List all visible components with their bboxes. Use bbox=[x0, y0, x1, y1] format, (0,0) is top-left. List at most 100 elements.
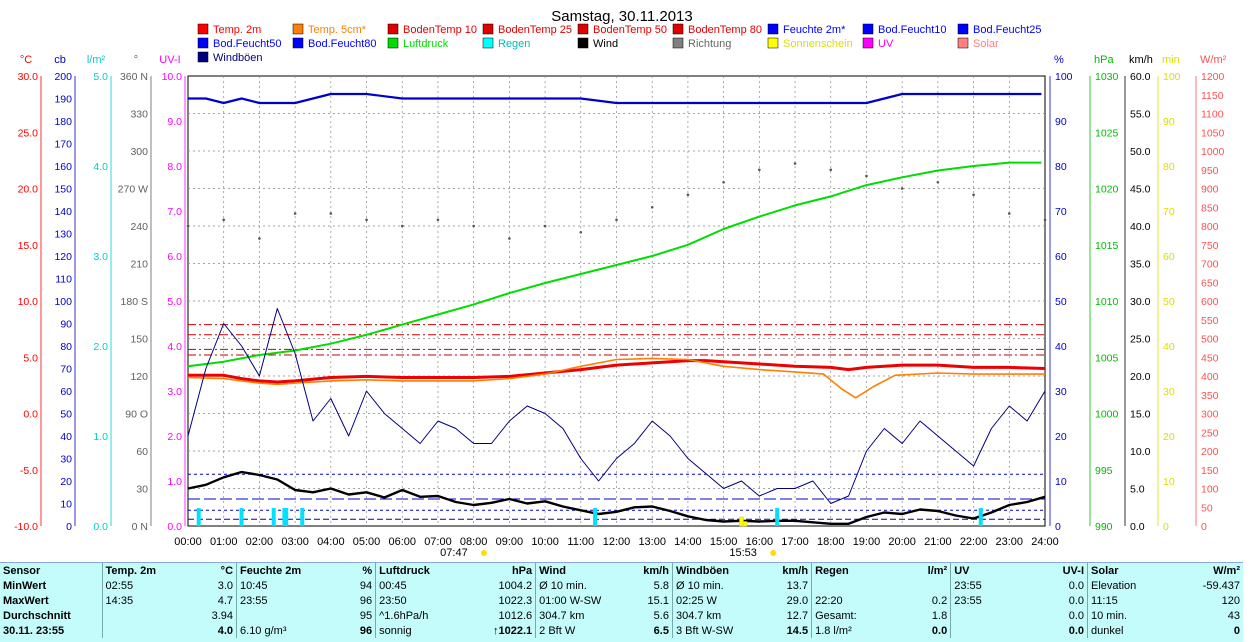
series-richtung-point bbox=[436, 218, 440, 222]
legend-label: BodenTemp 80 bbox=[688, 24, 762, 36]
sunrise-icon bbox=[480, 550, 487, 556]
summary-cell: 12.7 bbox=[786, 609, 809, 622]
series-richtung-point bbox=[1007, 212, 1011, 215]
summary-cell: 5.8 bbox=[653, 579, 669, 592]
axis-tick: 150 bbox=[54, 184, 72, 196]
axis-tick: 990 bbox=[1095, 521, 1113, 533]
legend-swatch bbox=[577, 23, 589, 35]
axis-tick: 90 O bbox=[125, 409, 148, 421]
series-regen-bar bbox=[284, 508, 289, 526]
legend-label: Bod.Feucht10 bbox=[878, 24, 947, 36]
axis-tick: 1005 bbox=[1095, 352, 1119, 364]
axis-tick: 70 bbox=[60, 364, 72, 376]
axis-tick: 350 bbox=[1201, 390, 1219, 402]
axis-tick: 270 W bbox=[118, 184, 148, 196]
axis-tick: 10.0 bbox=[1130, 446, 1151, 458]
axis-tick: 80 bbox=[1163, 161, 1175, 173]
summary-cell: 95 bbox=[359, 609, 373, 622]
axis-tick: 1000 bbox=[1095, 409, 1119, 421]
summary-cell bbox=[897, 578, 950, 593]
summary-row-label: MinWert bbox=[3, 579, 47, 592]
axis-unit: UV-I bbox=[159, 54, 180, 66]
axis-tick: 2.0 bbox=[167, 431, 182, 443]
summary-cell: 304.7 km bbox=[671, 608, 759, 623]
series-richtung-point bbox=[543, 224, 547, 228]
legend-label: BodenTemp 10 bbox=[403, 24, 477, 36]
axis-tick: 50.0 bbox=[1130, 146, 1151, 158]
axis-tick: 700 bbox=[1201, 259, 1219, 271]
axis-tick: 0 bbox=[1163, 521, 1169, 533]
summary-cell: 02:25 W bbox=[671, 593, 759, 608]
axis-tick: 20.0 bbox=[1130, 371, 1151, 383]
axis-tick: 0 bbox=[66, 521, 72, 533]
summary-cell: 23:55 bbox=[950, 578, 1018, 593]
axis-tick: 60 bbox=[60, 386, 72, 398]
hdr-druck-unit: hPa bbox=[511, 564, 533, 577]
hdr-druck: Luftdruck bbox=[375, 563, 460, 578]
axis-tick: 1020 bbox=[1095, 184, 1119, 196]
x-tick-label: 02:00 bbox=[246, 536, 274, 548]
axis-tick: 850 bbox=[1201, 202, 1219, 214]
axis-tick: 1025 bbox=[1095, 127, 1119, 139]
legend-swatch bbox=[957, 37, 969, 49]
legend-swatch bbox=[577, 37, 589, 49]
summary-cell: 1.8 l/m² bbox=[811, 623, 898, 638]
axis-tick: 15.0 bbox=[18, 240, 39, 252]
summary-row: 30.11. 23:55 4.0 6.10 g/m³ 96 sonnig ↑1022.1 2… bbox=[0, 623, 1243, 638]
axis-tick: -5.0 bbox=[20, 465, 38, 477]
series-richtung-point bbox=[686, 193, 690, 197]
summary-cell: 23:50 bbox=[375, 593, 460, 608]
axis-tick: 55.0 bbox=[1130, 109, 1151, 121]
legend-label: Bod.Feucht25 bbox=[973, 24, 1042, 36]
series-richtung-point bbox=[936, 180, 940, 184]
axis-tick: 30.0 bbox=[1130, 296, 1151, 308]
summary-cell: dunkel bbox=[1087, 623, 1169, 638]
summary-cell: Ø 10 min. bbox=[671, 578, 759, 593]
series-richtung-point bbox=[829, 168, 833, 172]
axis-tick: 30 bbox=[136, 484, 148, 496]
series-richtung-point bbox=[722, 180, 725, 184]
axis-tick: 550 bbox=[1201, 315, 1219, 327]
axis-tick: 20 bbox=[60, 476, 72, 488]
x-tick-label: 03:00 bbox=[281, 536, 309, 548]
axis-tick: 0 bbox=[1201, 521, 1207, 533]
summary-cell: 2 Bft W bbox=[535, 623, 620, 638]
summary-cell: 1004.2 bbox=[498, 579, 533, 592]
hdr-regen: Regen bbox=[811, 563, 898, 578]
x-tick-label: 01:00 bbox=[210, 536, 238, 548]
summary-row-label: 30.11. 23:55 bbox=[3, 624, 65, 637]
legend-label: BodenTemp 25 bbox=[498, 24, 572, 36]
summary-cell bbox=[101, 623, 177, 638]
axis-unit: hPa bbox=[1094, 54, 1114, 66]
axis-tick: 9.0 bbox=[167, 116, 182, 128]
axis-tick: 90 bbox=[1163, 116, 1175, 128]
summary-row: MaxWert 14:35 4.7 23:55 96 23:50 1022.3 01:00 W… bbox=[0, 593, 1243, 608]
axis-unit: ° bbox=[134, 54, 138, 66]
axis-tick: 50 bbox=[60, 409, 72, 421]
axis-tick: 40.0 bbox=[1130, 221, 1151, 233]
axis-tick: 1150 bbox=[1201, 90, 1224, 102]
x-tick-label: 19:00 bbox=[853, 536, 881, 548]
summary-row-label: Durchschnitt bbox=[3, 609, 71, 622]
series-richtung-point bbox=[865, 174, 868, 178]
axis-tick: 1015 bbox=[1095, 240, 1119, 252]
summary-cell: 304.7 km bbox=[535, 608, 620, 623]
hdr-solar: Solar bbox=[1087, 563, 1169, 578]
axis-tick: 4.0 bbox=[167, 341, 182, 353]
axis-tick: 240 bbox=[130, 221, 148, 233]
series-regen-bar bbox=[300, 508, 305, 526]
axis-tick: -10.0 bbox=[14, 521, 38, 533]
legend-swatch bbox=[482, 23, 494, 35]
x-tick-label: 24:00 bbox=[1031, 536, 1059, 548]
axis-tick: 140 bbox=[54, 206, 72, 218]
axes: °C 30.0 25.0 20.0 15.0 10.0 5.0 0.0 -5.0 -10.0 cb 2… bbox=[14, 54, 1227, 533]
hdr-boeen-unit: km/h bbox=[782, 564, 809, 577]
axis-tick: 30 bbox=[1055, 386, 1067, 398]
axis-tick: 40 bbox=[60, 431, 72, 443]
series-richtung-point bbox=[400, 224, 404, 228]
axis-tick: 995 bbox=[1095, 465, 1113, 477]
axis-tick: 190 bbox=[54, 94, 72, 106]
axis-tick: 10.0 bbox=[18, 296, 39, 308]
x-tick-label: 07:00 bbox=[424, 536, 452, 548]
legend-label: BodenTemp 50 bbox=[593, 24, 667, 36]
